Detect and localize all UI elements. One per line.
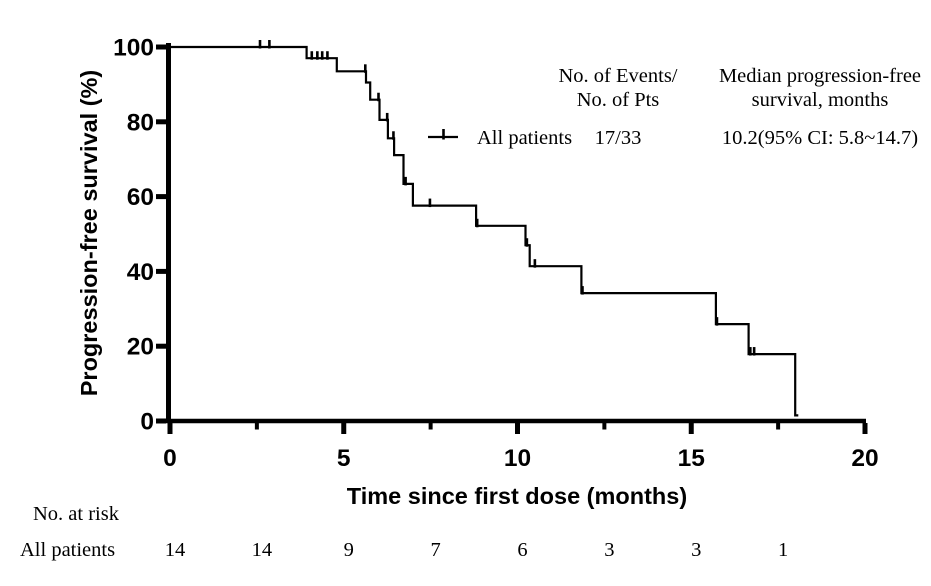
- x-axis-title: Time since first dose (months): [347, 483, 687, 509]
- legend-events-header-line1: No. of Events/: [559, 65, 678, 87]
- legend-events-header-line2: No. of Pts: [577, 89, 660, 111]
- x-tick-label: 0: [163, 445, 177, 472]
- legend-events-value: 17/33: [595, 127, 642, 149]
- legend-key-symbol: [428, 129, 458, 140]
- risk-count: 3: [691, 539, 701, 561]
- risk-count: 6: [517, 539, 527, 561]
- axis-ticks: [156, 44, 868, 434]
- risk-count: 9: [344, 539, 354, 561]
- legend-series-label: All patients: [477, 127, 572, 149]
- y-axis-title: Progression-free survival (%): [76, 70, 102, 397]
- x-tick-label: 5: [337, 445, 351, 472]
- y-tick-label: 40: [127, 259, 154, 286]
- x-tick-label: 20: [851, 445, 878, 472]
- risk-count: 1: [778, 539, 788, 561]
- y-tick-label: 100: [113, 35, 154, 62]
- y-tick-label: 0: [140, 409, 154, 436]
- km-curve-layer: [170, 45, 799, 417]
- km-curve: [170, 45, 799, 417]
- censor-marks-layer: [258, 40, 756, 356]
- legend-median-value: 10.2(95% CI: 5.8~14.7): [722, 127, 918, 149]
- risk-table-row-label: All patients: [20, 539, 115, 561]
- legend-median-header-line1: Median progression-free: [719, 65, 921, 87]
- risk-table-header: No. at risk: [33, 503, 120, 525]
- y-tick-label: 80: [127, 109, 154, 136]
- axes: [166, 43, 866, 424]
- x-tick-label: 10: [504, 445, 531, 472]
- risk-count: 14: [165, 539, 186, 561]
- risk-count: 3: [604, 539, 614, 561]
- axis-tick-labels: 0 20 40 60 80 100 0 5 10 15 20: [113, 35, 879, 473]
- risk-count: 14: [252, 539, 273, 561]
- y-tick-label: 20: [127, 334, 154, 361]
- risk-count: 7: [431, 539, 441, 561]
- y-tick-label: 60: [127, 184, 154, 211]
- x-tick-label: 15: [678, 445, 705, 472]
- legend-median-header-line2: survival, months: [752, 89, 889, 111]
- risk-table-values: 14 14 9 7 6 3 3 1: [165, 539, 789, 561]
